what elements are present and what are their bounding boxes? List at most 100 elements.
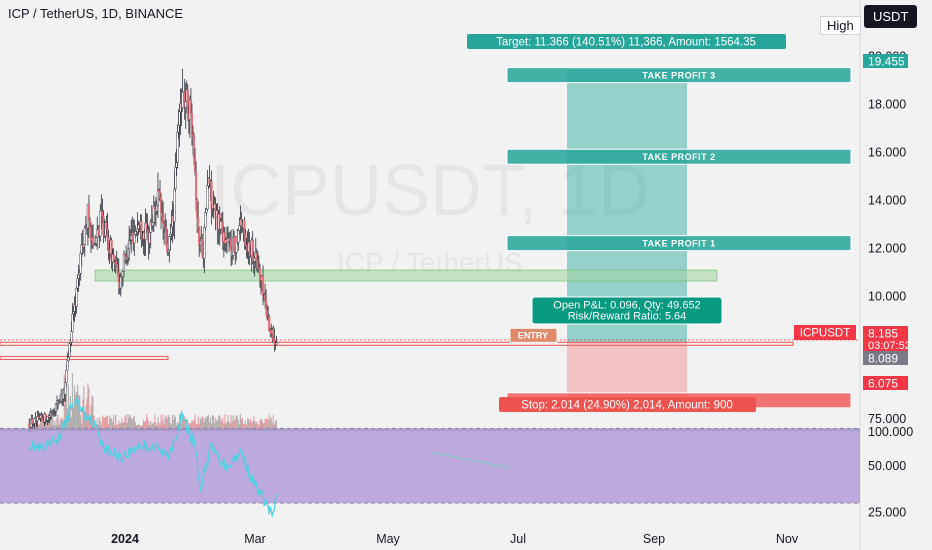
candle-body	[106, 228, 109, 238]
volume-bar	[96, 418, 98, 430]
volume-bar	[111, 418, 113, 430]
volume-bar	[187, 419, 189, 430]
volume-bar	[50, 423, 52, 430]
volume-bar	[174, 417, 177, 430]
candle-body	[125, 257, 129, 261]
candle-body	[122, 253, 126, 272]
candle-body	[273, 338, 276, 344]
candle-body	[193, 157, 197, 173]
volume-bar	[273, 424, 275, 430]
volume-bar	[262, 423, 264, 430]
volume-bar	[259, 420, 261, 430]
volume-bar	[34, 418, 36, 430]
price-tick-label: 12.000	[868, 241, 906, 255]
volume-bar	[221, 421, 223, 430]
volume-bar	[59, 420, 61, 430]
volume-bar	[164, 417, 166, 430]
volume-bar	[243, 423, 246, 430]
volume-bar	[84, 411, 86, 430]
target-info-label: Target: 11.366 (140.51%) 11,366, Amount:…	[467, 34, 786, 49]
candle-body	[115, 261, 118, 265]
volume-bar	[191, 420, 193, 430]
candle-body	[128, 239, 131, 250]
volume-bar	[254, 420, 256, 430]
volume-bar	[132, 417, 134, 430]
volume-bar	[267, 420, 269, 430]
volume-bar	[123, 422, 125, 430]
volume-bar	[193, 419, 195, 430]
volume-bar	[241, 417, 244, 430]
candle-body	[181, 91, 184, 108]
volume-bar	[53, 425, 55, 430]
candle-body	[96, 229, 99, 238]
candle-body	[255, 253, 258, 261]
price-tag-entry: 8.089	[863, 351, 908, 366]
volume-bar	[119, 423, 121, 430]
time-tick-label: Jul	[510, 532, 526, 546]
volume-bar	[45, 424, 47, 430]
volume-bar	[169, 423, 171, 430]
price-tag-tp: 19.455	[863, 54, 908, 69]
svg-text:Target: 11.366 (140.51%) 11,36: Target: 11.366 (140.51%) 11,366, Amount:…	[496, 37, 756, 49]
volume-bar	[106, 415, 109, 430]
candle-body	[70, 331, 73, 343]
volume-bar	[250, 418, 252, 430]
volume-bar	[122, 422, 124, 430]
volume-bar	[203, 422, 205, 430]
candle-body	[169, 234, 172, 237]
volume-bar	[55, 425, 57, 430]
candle-body	[176, 131, 179, 163]
candle-body	[33, 418, 36, 424]
volume-bar	[64, 403, 66, 430]
volume-bar	[240, 418, 242, 430]
candle-body	[226, 237, 230, 243]
volume-bar	[149, 425, 151, 430]
candle-body	[136, 228, 139, 232]
candle-body	[263, 294, 267, 300]
volume-bar	[116, 424, 118, 430]
volume-bar	[117, 424, 119, 430]
candle-body	[178, 111, 181, 126]
volume-bar	[163, 423, 165, 430]
candle-body	[95, 237, 98, 244]
volume-bar	[230, 415, 232, 430]
volume-bar	[77, 384, 79, 430]
volume-bar	[109, 418, 112, 430]
candle-body	[197, 217, 200, 230]
currency-button[interactable]: USDT	[864, 5, 918, 28]
volume-bar	[129, 415, 131, 430]
candle-body	[228, 237, 232, 241]
volume-bar	[147, 418, 149, 430]
volume-bar	[142, 419, 145, 430]
volume-bar	[133, 415, 135, 430]
volume-bar	[157, 416, 159, 430]
volume-bar	[87, 383, 89, 430]
candle-body	[78, 273, 81, 276]
entry-label: ENTRY	[518, 330, 548, 340]
candle-body	[203, 227, 206, 259]
candle-body	[28, 423, 31, 428]
volume-bar	[114, 425, 116, 430]
volume-bar	[184, 416, 186, 430]
volume-bar	[170, 424, 172, 430]
candle-body	[256, 260, 259, 268]
volume-bar	[237, 419, 239, 430]
candlesticks	[28, 68, 278, 433]
volume-bar	[274, 421, 276, 430]
candle-body	[41, 418, 44, 421]
high-button[interactable]: High	[820, 16, 861, 35]
volume-bar	[99, 420, 101, 430]
volume-bar	[257, 423, 259, 430]
rsi-divergence-line	[431, 452, 511, 469]
candle-body	[237, 230, 240, 243]
volume-bar	[222, 417, 224, 430]
candle-body	[71, 313, 74, 332]
candle-body	[248, 242, 251, 252]
volume-bar	[260, 418, 262, 430]
rsi-tick-label: 25.000	[868, 506, 906, 520]
candle-body	[123, 253, 127, 257]
candle-body	[173, 188, 176, 223]
volume-bar	[214, 423, 216, 430]
volume-bar	[52, 418, 54, 430]
